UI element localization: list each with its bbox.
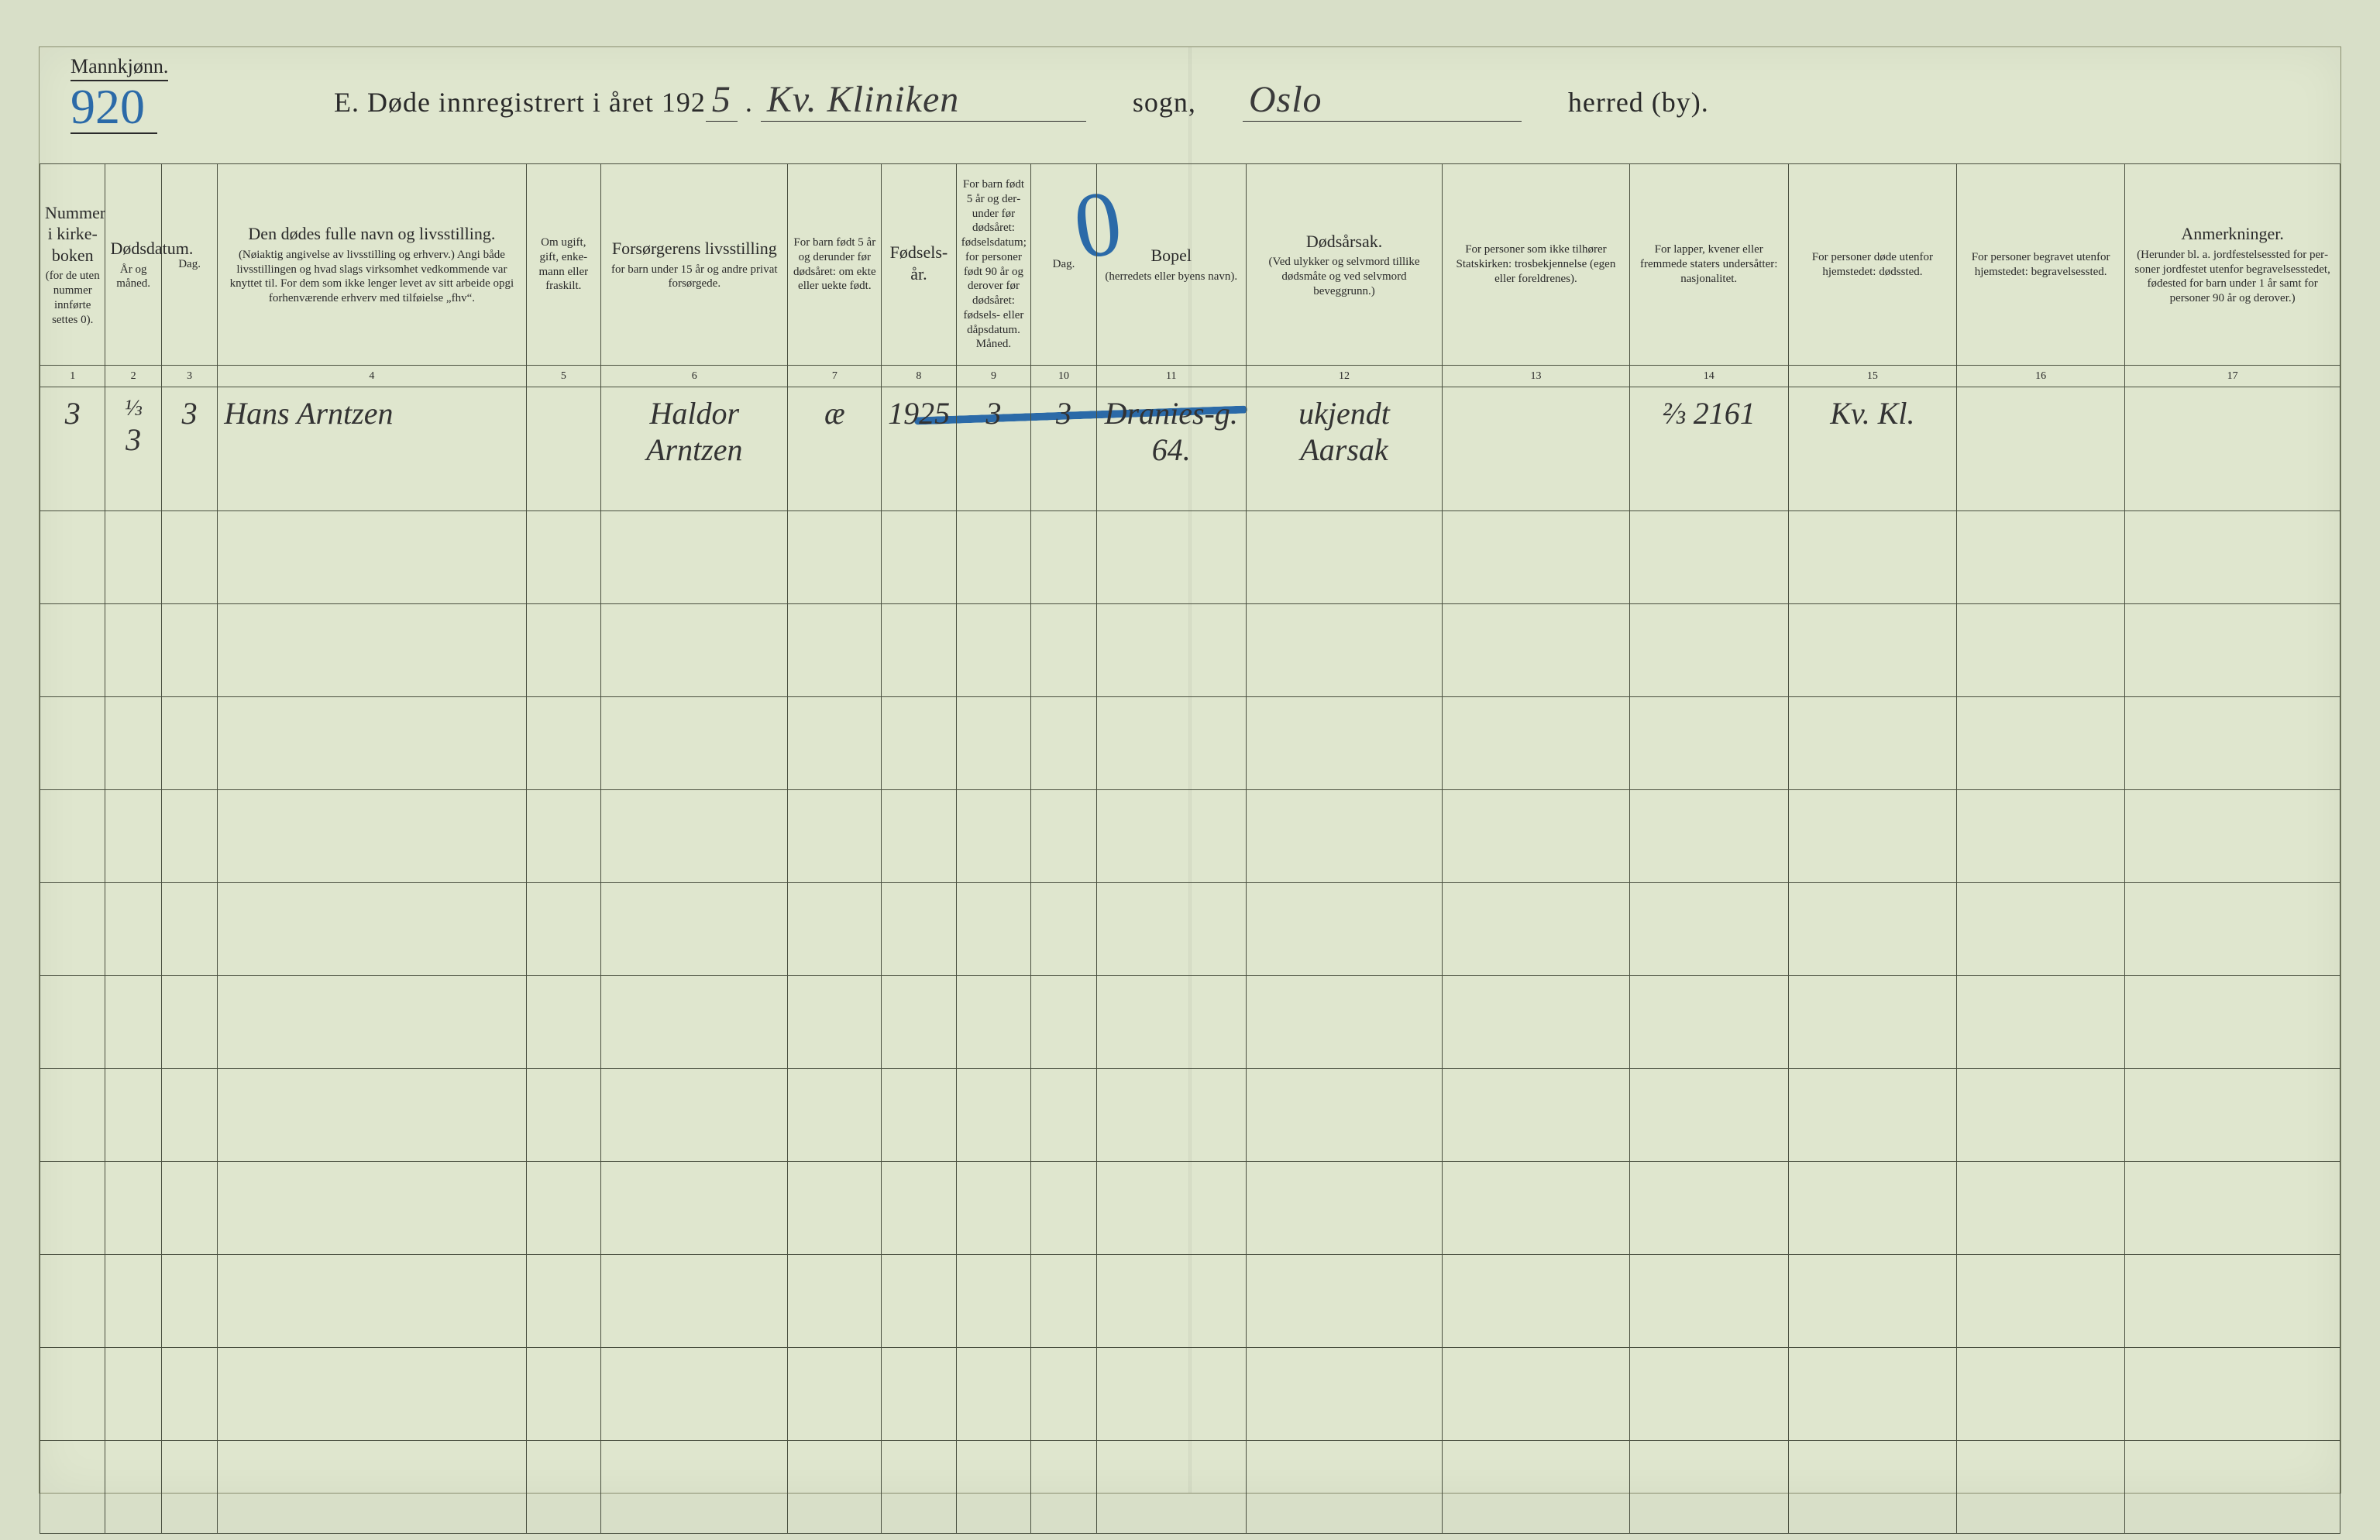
table-row	[40, 790, 2340, 883]
cell-c10: 3	[1031, 387, 1096, 511]
col-num: 15	[1788, 366, 1956, 387]
table-header: Nummer i kirke­boken(for de uten nummer …	[40, 164, 2340, 387]
col-header-8: Fødsels­år.	[882, 164, 957, 366]
gender-label: Mannkjønn.	[71, 55, 168, 81]
col-header-10: Dag.	[1031, 164, 1096, 366]
herred-label: herred (by).	[1568, 87, 1709, 118]
table-row	[40, 1069, 2340, 1162]
title-dot: .	[745, 87, 753, 118]
col-header-14: For lapper, kvener eller fremmede stater…	[1629, 164, 1788, 366]
col-num: 3	[161, 366, 217, 387]
cell-c13	[1443, 387, 1629, 511]
cell-c3: 3	[161, 387, 217, 511]
col-header-13: For personer som ikke tilhører Statskirk…	[1443, 164, 1629, 366]
table-row	[40, 697, 2340, 790]
table-row	[40, 1255, 2340, 1348]
title-prefix: E. Døde innregistrert i året 192	[334, 87, 706, 118]
col-num: 10	[1031, 366, 1096, 387]
table-row	[40, 883, 2340, 976]
col-num: 6	[601, 366, 788, 387]
col-num: 17	[2125, 366, 2340, 387]
col-header-12: Dødsårsak.(Ved ulykker og selv­mord till…	[1246, 164, 1442, 366]
col-num: 5	[526, 366, 601, 387]
col-header-5: Om ugift, gift, enke­mann eller fraskilt…	[526, 164, 601, 366]
col-header-17: Anmerkninger.(Herunder bl. a. jord­feste…	[2125, 164, 2340, 366]
cell-c4: Hans Arntzen	[218, 387, 526, 511]
table-row: 3 ⅓3 3 Hans Arntzen Haldor Arntzen æ 192…	[40, 387, 2340, 511]
col-header-3: Dag.	[161, 164, 217, 366]
table-row	[40, 1162, 2340, 1255]
col-header-4: Den dødes fulle navn og livsstilling.(Nø…	[218, 164, 526, 366]
col-num: 7	[788, 366, 882, 387]
cell-c1: 3	[40, 387, 105, 511]
cell-c6: Haldor Arntzen	[601, 387, 788, 511]
col-num: 9	[956, 366, 1031, 387]
cell-c5	[526, 387, 601, 511]
cell-c9: 3	[956, 387, 1031, 511]
parish-name: Kv. Kliniken	[761, 78, 1086, 122]
death-register-table: Nummer i kirke­boken(for de uten nummer …	[40, 163, 2340, 1534]
col-header-9: For barn født 5 år og der­under før døds…	[956, 164, 1031, 366]
header-area: Mannkjønn. 920 E. Døde innregistrert i å…	[40, 47, 2340, 148]
cell-c12: ukjendt Aarsak	[1246, 387, 1442, 511]
district-name: Oslo	[1243, 78, 1522, 122]
col-num: 14	[1629, 366, 1788, 387]
col-header-15: For personer døde utenfor hjemstedet: dø…	[1788, 164, 1956, 366]
col-num: 13	[1443, 366, 1629, 387]
col-header-1: Nummer i kirke­boken(for de uten nummer …	[40, 164, 105, 366]
table-row	[40, 976, 2340, 1069]
table-row	[40, 1441, 2340, 1534]
ledger-page: Mannkjønn. 920 E. Døde innregistrert i å…	[39, 46, 2341, 1494]
col-header-7: For barn født 5 år og derunder før døds­…	[788, 164, 882, 366]
col-num: 1	[40, 366, 105, 387]
table-row	[40, 604, 2340, 697]
table-row	[40, 511, 2340, 604]
cell-c15: Kv. Kl.	[1788, 387, 1956, 511]
col-num: 8	[882, 366, 957, 387]
col-header-16: For personer begravet utenfor hjemstedet…	[1957, 164, 2125, 366]
title-line: E. Døde innregistrert i året 1925 . Kv. …	[334, 78, 1709, 122]
col-header-6: Forsørgerens livsstillingfor barn under …	[601, 164, 788, 366]
col-header-11: Bopel(herredets eller byens navn).	[1096, 164, 1246, 366]
sogn-label: sogn,	[1133, 87, 1196, 118]
table-body: 3 ⅓3 3 Hans Arntzen Haldor Arntzen æ 192…	[40, 387, 2340, 1534]
col-num: 2	[105, 366, 161, 387]
col-num: 12	[1246, 366, 1442, 387]
col-header-2: Dødsdatum.År og måned.	[105, 164, 161, 366]
year-digit: 5	[706, 78, 738, 122]
col-num: 11	[1096, 366, 1246, 387]
table-row	[40, 1348, 2340, 1441]
cell-c17	[2125, 387, 2340, 511]
col-num: 4	[218, 366, 526, 387]
cell-c2: ⅓3	[105, 387, 161, 511]
page-number: 920	[71, 84, 157, 134]
cell-c7: æ	[788, 387, 882, 511]
cell-c14: ⅔ 2161	[1629, 387, 1788, 511]
cell-c8: 1925	[882, 387, 957, 511]
cell-c16	[1957, 387, 2125, 511]
col-num: 16	[1957, 366, 2125, 387]
cell-c11: Dranies-g. 64.	[1096, 387, 1246, 511]
